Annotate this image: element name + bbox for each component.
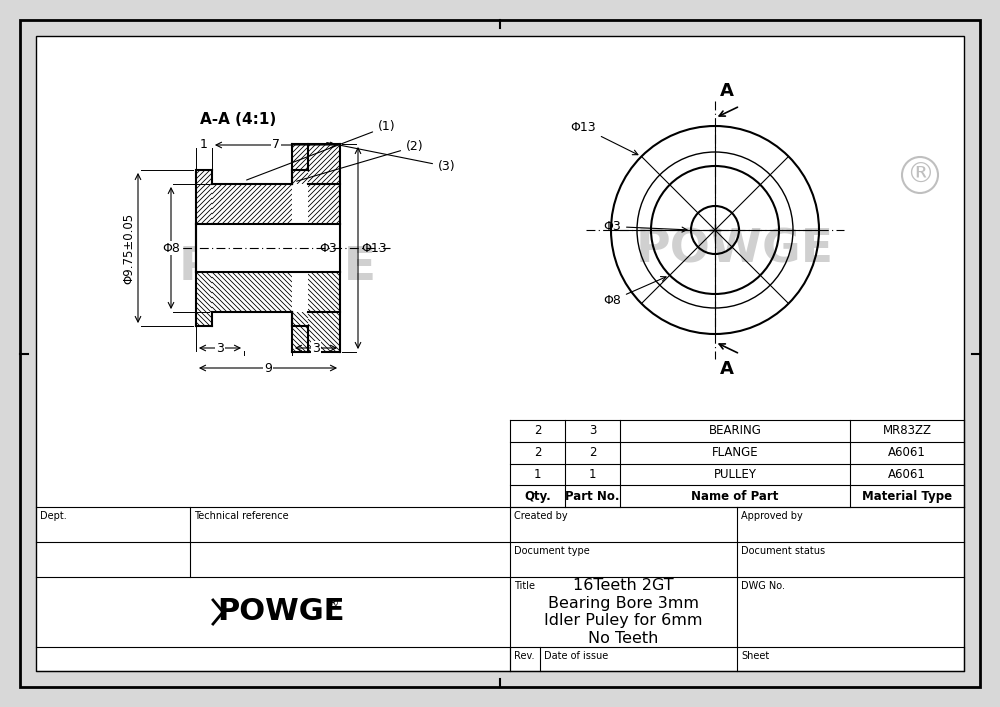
Text: Approved by: Approved by xyxy=(741,511,803,521)
Text: Φ8: Φ8 xyxy=(162,242,180,255)
Text: (2): (2) xyxy=(297,140,424,181)
Circle shape xyxy=(606,121,824,339)
Text: Φ13: Φ13 xyxy=(361,242,387,255)
Polygon shape xyxy=(196,170,212,248)
Text: 16Teeth 2GT
Bearing Bore 3mm
Idler Puley for 6mm
No Teeth: 16Teeth 2GT Bearing Bore 3mm Idler Puley… xyxy=(544,578,703,645)
Text: BEARING: BEARING xyxy=(709,424,761,438)
Text: Created by: Created by xyxy=(514,511,568,521)
Text: 7: 7 xyxy=(272,139,280,151)
Text: 3: 3 xyxy=(589,424,596,438)
Text: 1: 1 xyxy=(589,468,596,481)
Text: Φ3: Φ3 xyxy=(603,220,687,233)
Text: Sheet: Sheet xyxy=(741,651,769,661)
Polygon shape xyxy=(292,184,308,312)
Text: Technical reference: Technical reference xyxy=(194,511,289,521)
Polygon shape xyxy=(196,248,212,326)
Polygon shape xyxy=(292,312,308,326)
Text: A: A xyxy=(720,360,734,378)
Polygon shape xyxy=(212,272,292,312)
Polygon shape xyxy=(36,36,964,671)
Text: ®: ® xyxy=(327,597,339,611)
Polygon shape xyxy=(292,326,308,352)
Text: Rev.: Rev. xyxy=(514,651,534,661)
Text: Qty.: Qty. xyxy=(524,490,551,503)
Text: Title: Title xyxy=(514,581,535,591)
Text: 1: 1 xyxy=(200,139,208,151)
Polygon shape xyxy=(308,248,340,352)
Text: A6061: A6061 xyxy=(888,446,926,459)
Text: Document status: Document status xyxy=(741,546,825,556)
Text: Φ3: Φ3 xyxy=(319,242,337,255)
Text: Document type: Document type xyxy=(514,546,590,556)
Text: PULLEY: PULLEY xyxy=(714,468,757,481)
Text: 2: 2 xyxy=(534,446,541,459)
Text: 9: 9 xyxy=(264,361,272,375)
Text: Φ13: Φ13 xyxy=(570,121,638,155)
Polygon shape xyxy=(212,184,292,224)
Text: Φ8: Φ8 xyxy=(603,276,666,307)
Text: A6061: A6061 xyxy=(888,468,926,481)
Text: A: A xyxy=(720,82,734,100)
Text: 1: 1 xyxy=(534,468,541,481)
Polygon shape xyxy=(196,224,340,272)
Text: POWGE: POWGE xyxy=(217,597,345,626)
Text: POWGE: POWGE xyxy=(179,245,377,291)
Text: 3: 3 xyxy=(312,341,320,354)
Text: Dept.: Dept. xyxy=(40,511,67,521)
Text: ®: ® xyxy=(906,161,934,189)
Polygon shape xyxy=(292,170,308,184)
Text: Date of issue: Date of issue xyxy=(544,651,608,661)
Text: Material Type: Material Type xyxy=(862,490,952,503)
Text: FLANGE: FLANGE xyxy=(712,446,758,459)
Text: 2: 2 xyxy=(534,424,541,438)
Text: DWG No.: DWG No. xyxy=(741,581,785,591)
Text: A-A (4:1): A-A (4:1) xyxy=(200,112,276,127)
Text: Φ9.75±0.05: Φ9.75±0.05 xyxy=(122,212,135,284)
Text: 2: 2 xyxy=(589,446,596,459)
Text: Name of Part: Name of Part xyxy=(691,490,779,503)
Text: (1): (1) xyxy=(247,120,396,180)
Polygon shape xyxy=(308,144,340,248)
Text: Part No.: Part No. xyxy=(565,490,620,503)
Polygon shape xyxy=(292,144,308,170)
Text: POWGE: POWGE xyxy=(636,228,834,272)
Text: 3: 3 xyxy=(216,341,224,354)
Text: MR83ZZ: MR83ZZ xyxy=(883,424,932,438)
Text: (3): (3) xyxy=(327,143,456,173)
